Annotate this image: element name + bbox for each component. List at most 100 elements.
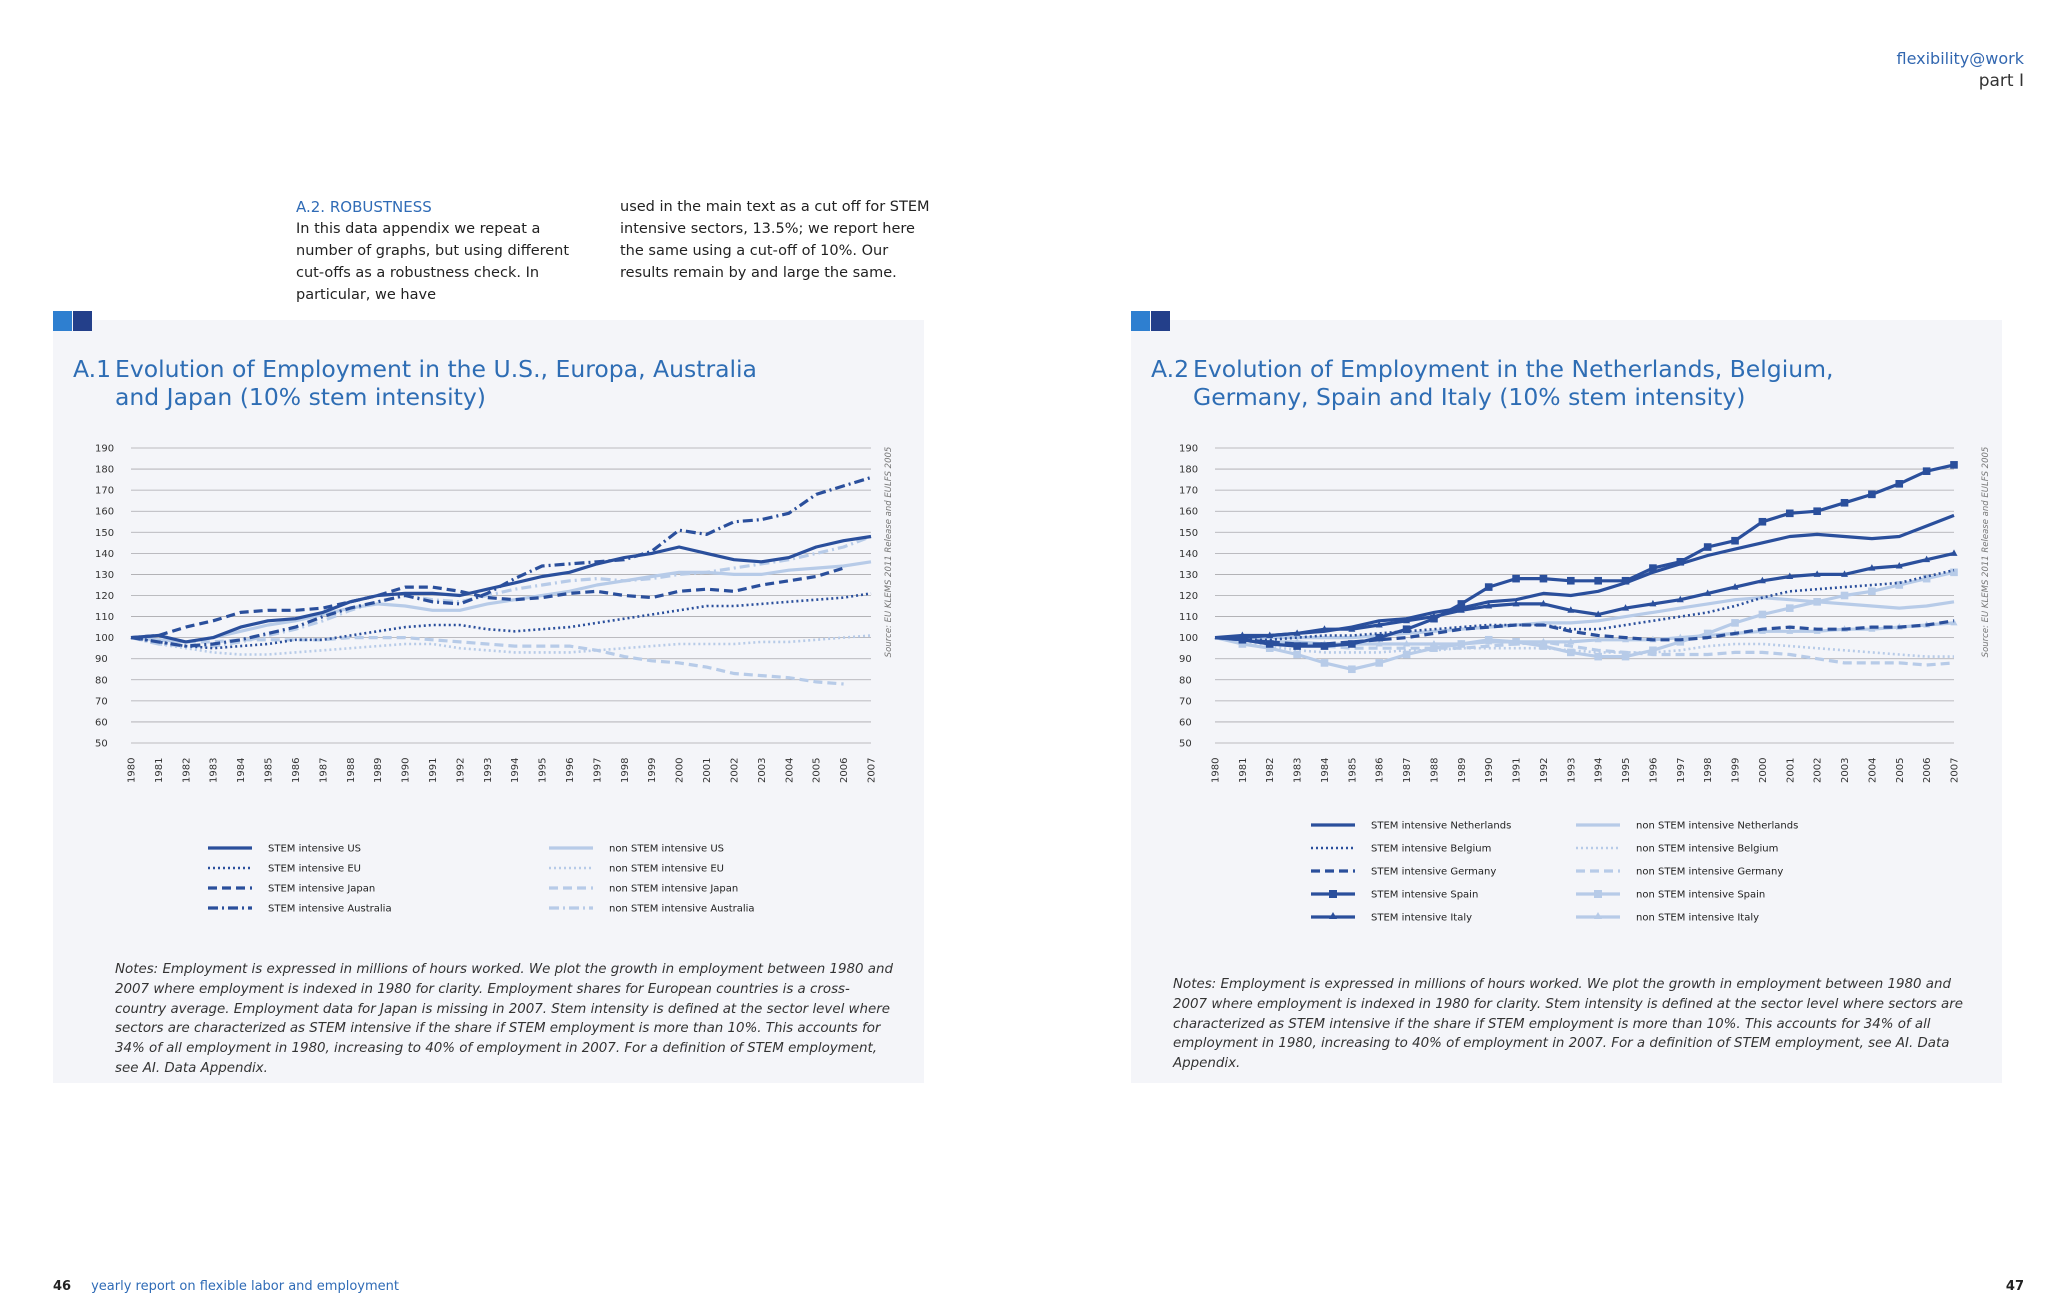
series-line <box>130 592 872 650</box>
data-point <box>1895 480 1904 488</box>
y-tick-label: 110 <box>1179 612 1198 623</box>
data-point <box>1785 509 1794 518</box>
y-tick-label: 100 <box>95 633 114 644</box>
x-tick-label: 1985 <box>264 758 275 783</box>
x-tick-label: 2007 <box>867 758 878 783</box>
data-point <box>1649 564 1657 572</box>
x-tick-label: 2001 <box>1785 758 1796 783</box>
legend-marker <box>1594 912 1602 919</box>
figure-number: A.1 <box>73 355 112 383</box>
data-point <box>1265 640 1274 648</box>
x-tick-label: 1981 <box>154 758 165 783</box>
x-tick-label: 1988 <box>1429 758 1440 783</box>
intro-text-1: In this data appendix we repeat a number… <box>296 221 570 303</box>
data-point <box>1403 616 1411 624</box>
data-point <box>1238 635 1247 644</box>
x-tick-label: 1995 <box>1621 758 1632 783</box>
figure-title-a1: A.1 Evolution of Employment in the U.S., … <box>73 355 757 411</box>
data-point <box>1786 627 1794 634</box>
legend-marker <box>1329 890 1337 898</box>
y-tick-label: 150 <box>95 528 114 539</box>
data-point <box>1594 576 1602 585</box>
legend-label: STEM intensive Italy <box>1371 913 1472 924</box>
data-point <box>1594 652 1602 661</box>
data-point <box>1402 650 1411 659</box>
x-tick-label: 1998 <box>620 758 631 783</box>
legend-item: STEM intensive Netherlands <box>1311 821 1511 832</box>
y-tick-label: 130 <box>1179 570 1198 581</box>
footer-title: yearly report on flexible labor and empl… <box>91 1279 399 1294</box>
figure-title-line2: and Japan (10% stem intensity) <box>115 383 486 411</box>
running-header: flexibility@work part I <box>1896 47 2024 93</box>
legend-label: non STEM intensive Italy <box>1636 913 1759 924</box>
data-point <box>1922 574 1931 583</box>
data-point <box>1758 610 1767 619</box>
source-note: Source: EU KLEMS 2011 Release and EULFS … <box>884 447 894 658</box>
data-point <box>1348 625 1356 632</box>
figure-title-line2: Germany, Spain and Italy (10% stem inten… <box>1193 383 1746 411</box>
data-point <box>1348 665 1356 674</box>
y-tick-label: 160 <box>95 507 114 518</box>
legend-item: STEM intensive Italy <box>1311 912 1472 924</box>
data-point <box>1758 576 1766 584</box>
legend-label: STEM intensive US <box>268 844 361 855</box>
data-point <box>1485 637 1493 645</box>
y-tick-label: 190 <box>1179 444 1198 455</box>
data-point <box>1375 659 1384 667</box>
x-tick-label: 1990 <box>1484 758 1495 783</box>
x-tick-label: 1989 <box>373 758 384 783</box>
data-point <box>1785 604 1794 612</box>
legend-label: non STEM intensive Germany <box>1636 867 1783 878</box>
data-point <box>1786 572 1794 580</box>
y-tick-label: 100 <box>1179 633 1198 644</box>
legend-item: STEM intensive Belgium <box>1311 844 1491 855</box>
data-point <box>1758 517 1767 526</box>
figure-panel-a1: A.1 Evolution of Employment in the U.S., … <box>53 311 924 1083</box>
x-tick-label: 1988 <box>346 758 357 783</box>
data-point <box>1813 507 1821 516</box>
data-point <box>1539 599 1547 607</box>
x-tick-label: 1993 <box>1566 758 1577 783</box>
legend-label: STEM intensive Australia <box>268 904 392 915</box>
x-tick-label: 1996 <box>1648 758 1659 783</box>
data-point <box>1539 642 1548 650</box>
data-point <box>1512 599 1520 607</box>
x-tick-label: 1995 <box>538 758 549 783</box>
legend-label: STEM intensive Belgium <box>1371 844 1491 855</box>
legend-item: non STEM intensive Belgium <box>1576 844 1778 855</box>
x-tick-label: 1983 <box>1293 758 1304 783</box>
data-point <box>1567 637 1575 645</box>
legend-marker <box>1329 912 1337 919</box>
figure-notes: Notes: Employment is expressed in millio… <box>1173 977 1963 1072</box>
data-point <box>1539 637 1547 645</box>
y-tick-label: 60 <box>1179 717 1192 728</box>
y-tick-label: 130 <box>95 570 114 581</box>
data-point <box>1813 598 1821 606</box>
data-point <box>1320 625 1328 632</box>
legend-item: STEM intensive Japan <box>208 884 375 895</box>
legend-label: STEM intensive EU <box>268 864 361 875</box>
data-point <box>1539 574 1548 583</box>
y-tick-label: 150 <box>1179 528 1198 539</box>
intro-column-2: used in the main text as a cut off for S… <box>620 196 940 284</box>
page-number-left: 46 <box>53 1279 72 1294</box>
data-point <box>1840 498 1849 507</box>
legend-item: STEM intensive EU <box>208 864 361 875</box>
x-tick-label: 2005 <box>1895 758 1906 783</box>
x-tick-label: 2004 <box>784 758 795 783</box>
legend-label: STEM intensive Spain <box>1371 890 1478 901</box>
y-tick-label: 80 <box>1179 675 1192 686</box>
data-point <box>1430 612 1438 620</box>
y-tick-label: 170 <box>95 486 114 497</box>
source-note: Source: EU KLEMS 2011 Release and EULFS … <box>1981 447 1991 658</box>
x-tick-label: 1994 <box>510 758 521 783</box>
x-tick-label: 1999 <box>647 758 658 783</box>
data-point <box>1622 604 1630 611</box>
figure-title-line1: Evolution of Employment in the Netherlan… <box>1193 355 1834 383</box>
data-point <box>1265 644 1274 652</box>
data-point <box>1840 591 1849 600</box>
y-tick-label: 120 <box>1179 591 1198 602</box>
y-tick-label: 50 <box>1179 739 1192 750</box>
data-point <box>1703 543 1712 551</box>
legend-label: non STEM intensive Belgium <box>1636 844 1778 855</box>
